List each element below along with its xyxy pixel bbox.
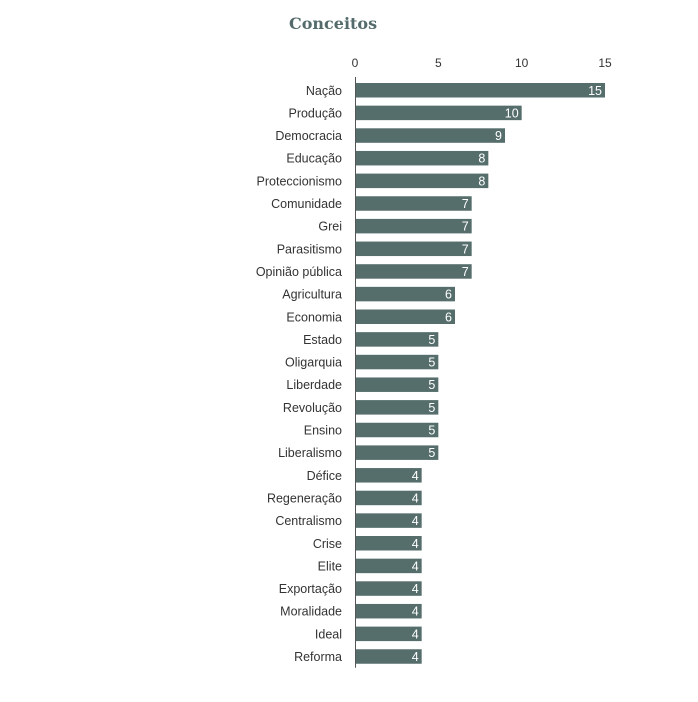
bar xyxy=(355,354,439,370)
bar xyxy=(355,581,422,596)
bar xyxy=(355,264,472,279)
bar-value-label: 4 xyxy=(412,650,419,664)
bar-value-label: 8 xyxy=(478,152,485,166)
category-label: Revolução xyxy=(283,401,342,415)
bar-value-label: 5 xyxy=(428,401,435,415)
category-label: Centralismo xyxy=(275,514,342,528)
bar xyxy=(355,218,472,234)
category-label: Proteccionismo xyxy=(257,174,342,188)
category-label: Parasitismo xyxy=(277,242,342,256)
category-label: Elite xyxy=(318,559,342,573)
bar xyxy=(355,196,472,211)
bar-value-label: 4 xyxy=(412,537,419,551)
category-label: Reforma xyxy=(294,650,342,664)
category-label: Liberalismo xyxy=(278,446,342,460)
bar-value-label: 4 xyxy=(412,605,419,619)
category-label: Ideal xyxy=(315,627,342,641)
category-label: Défice xyxy=(307,469,342,483)
x-tick-label: 5 xyxy=(435,56,442,70)
category-label: Nação xyxy=(306,84,342,98)
bar-value-label: 7 xyxy=(462,220,469,234)
x-tick-label: 0 xyxy=(352,56,359,70)
category-label: Opinião pública xyxy=(256,265,342,279)
x-tick-label: 10 xyxy=(515,56,529,70)
bar-value-label: 10 xyxy=(505,106,519,120)
bar-value-label: 7 xyxy=(462,265,469,279)
category-label: Produção xyxy=(288,106,342,120)
bar xyxy=(355,468,422,483)
category-label: Estado xyxy=(303,333,342,347)
bar xyxy=(355,422,439,438)
bar-value-label: 4 xyxy=(412,582,419,596)
bar-value-label: 4 xyxy=(412,514,419,528)
bar xyxy=(355,83,605,98)
bar-value-label: 4 xyxy=(412,491,419,505)
category-label: Educação xyxy=(286,152,342,166)
bar xyxy=(355,626,422,642)
category-label: Exportação xyxy=(279,582,342,596)
bar xyxy=(355,150,489,166)
bar-value-label: 4 xyxy=(412,627,419,641)
bar xyxy=(355,241,472,257)
category-label: Moralidade xyxy=(280,605,342,619)
x-tick-label: 15 xyxy=(598,56,612,70)
bar-value-label: 5 xyxy=(428,446,435,460)
category-label: Grei xyxy=(318,220,342,234)
bar-value-label: 7 xyxy=(462,242,469,256)
bar xyxy=(355,536,422,551)
bar xyxy=(355,286,455,302)
bar xyxy=(355,105,522,121)
bar-value-label: 8 xyxy=(478,174,485,188)
bar xyxy=(355,649,422,664)
category-label: Ensino xyxy=(304,424,342,438)
bar xyxy=(355,513,422,528)
bar xyxy=(355,400,439,415)
bar-value-label: 5 xyxy=(428,356,435,370)
bar-value-label: 7 xyxy=(462,197,469,211)
category-label: Liberdade xyxy=(286,378,342,392)
bar xyxy=(355,332,439,347)
bar xyxy=(355,173,489,189)
category-label: Democracia xyxy=(275,129,342,143)
bar xyxy=(355,490,422,506)
bar-value-label: 5 xyxy=(428,424,435,438)
bar xyxy=(355,558,422,574)
bar-value-label: 5 xyxy=(428,333,435,347)
bar xyxy=(355,377,439,392)
bar-value-label: 15 xyxy=(588,84,602,98)
bar xyxy=(355,603,422,619)
category-label: Economia xyxy=(286,310,342,324)
bar-value-label: 6 xyxy=(445,310,452,324)
category-label: Crise xyxy=(313,537,342,551)
bar xyxy=(355,309,455,324)
bar-value-label: 4 xyxy=(412,559,419,573)
bar xyxy=(355,128,505,143)
bar-value-label: 6 xyxy=(445,288,452,302)
category-label: Oligarquia xyxy=(285,356,342,370)
chart-title: Conceitos xyxy=(289,14,378,33)
category-label: Regeneração xyxy=(267,491,342,505)
bar-value-label: 5 xyxy=(428,378,435,392)
bar-value-label: 4 xyxy=(412,469,419,483)
bar xyxy=(355,445,439,460)
category-label: Comunidade xyxy=(271,197,342,211)
bar-value-label: 9 xyxy=(495,129,502,143)
category-label: Agricultura xyxy=(282,288,342,302)
